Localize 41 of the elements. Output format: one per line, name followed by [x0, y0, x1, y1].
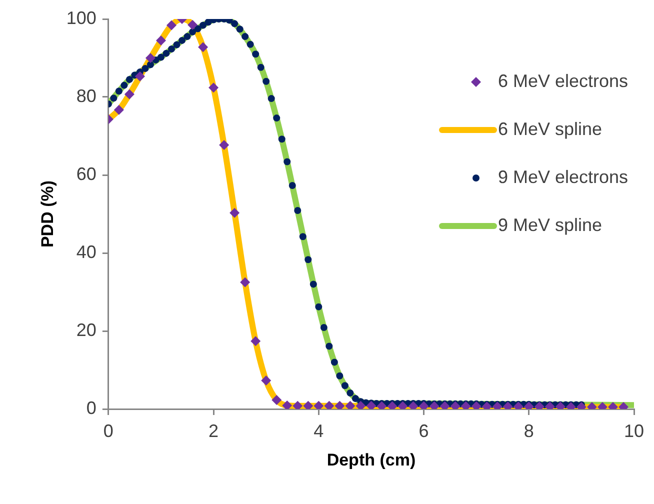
y-tick-label: 0 [86, 398, 96, 418]
x-tick-label: 4 [314, 420, 324, 441]
point [188, 20, 198, 30]
point [198, 42, 208, 52]
point [324, 400, 334, 409]
y-tick-label: 60 [76, 164, 96, 184]
x-tick-label: 2 [208, 420, 219, 441]
point [134, 71, 145, 82]
point [114, 104, 124, 115]
point [356, 400, 366, 409]
point [292, 400, 303, 409]
point [250, 336, 261, 346]
x-tick-label: 8 [524, 420, 534, 441]
y-tick-label: 40 [76, 242, 96, 262]
point [145, 53, 156, 63]
y-axis-title: PDD (%) [38, 180, 57, 248]
point [208, 82, 219, 93]
point [166, 20, 176, 30]
point [219, 140, 230, 150]
y-tick-label: 80 [76, 86, 96, 106]
point [156, 35, 166, 46]
legend-label: 9 MeV electrons [498, 166, 628, 187]
point [272, 395, 282, 406]
x-tick-label: 10 [624, 420, 644, 441]
point [334, 400, 345, 409]
point [282, 400, 292, 409]
legend-label: 9 MeV spline [498, 214, 602, 235]
point [303, 400, 314, 409]
legend-label: 6 MeV electrons [498, 70, 628, 91]
x-axis-title: Depth (cm) [326, 450, 416, 470]
y-tick-label: 100 [66, 8, 96, 28]
point [345, 400, 356, 409]
point [240, 277, 250, 288]
point [261, 376, 272, 386]
point [124, 89, 134, 100]
x-tick-label: 0 [103, 420, 114, 441]
x-tick-label: 6 [418, 420, 429, 441]
y-tick-label: 20 [76, 320, 96, 340]
point [230, 208, 240, 218]
legend-label: 6 MeV spline [498, 118, 602, 139]
point [314, 400, 324, 409]
